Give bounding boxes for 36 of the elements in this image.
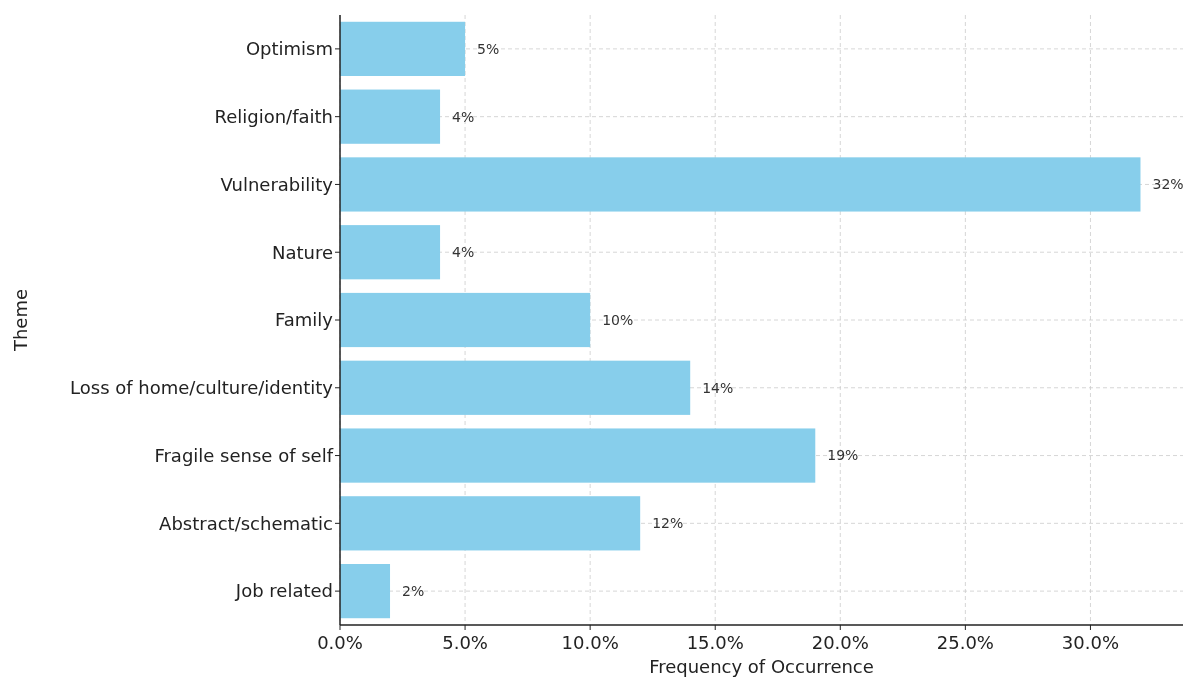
bar [340, 89, 441, 144]
data-label: 4% [452, 108, 475, 125]
x-tick-label: 20.0% [811, 632, 869, 653]
y-tick-label: Religion/faith [214, 105, 333, 127]
y-tick-label: Loss of home/culture/identity [70, 377, 334, 399]
y-tick-label: Abstract/schematic [159, 512, 333, 534]
y-tick-label: Fragile sense of self [154, 444, 334, 466]
x-tick-label: 5.0% [442, 632, 488, 653]
bar [340, 21, 466, 76]
bar [340, 428, 816, 483]
bar [340, 496, 641, 551]
bar [340, 564, 391, 619]
bar [340, 225, 441, 280]
bar [340, 292, 591, 348]
data-label: 2% [402, 583, 425, 600]
bar [340, 157, 1141, 212]
bar [340, 360, 691, 415]
data-label: 14% [702, 379, 734, 396]
data-label: 32% [1152, 176, 1184, 193]
data-label: 4% [452, 244, 475, 261]
data-label: 10% [602, 311, 634, 328]
y-tick-label: Vulnerability [220, 173, 334, 195]
y-tick-label: Job related [234, 580, 333, 602]
x-tick-label: 0.0% [317, 632, 363, 653]
x-tick-label: 10.0% [561, 632, 619, 653]
y-tick-label: Nature [271, 241, 333, 263]
x-tick-label: 25.0% [936, 632, 994, 653]
x-tick-label: 15.0% [686, 632, 744, 653]
x-tick-label: 30.0% [1061, 632, 1120, 653]
y-tick-label: Family [275, 309, 334, 331]
data-label: 19% [827, 447, 859, 464]
data-label: 12% [652, 515, 684, 532]
data-label: 5% [477, 40, 500, 57]
x-axis-title: Frequency of Occurrence [649, 656, 874, 677]
y-axis-title: Theme [10, 288, 31, 353]
y-tick-label: Optimism [245, 38, 333, 60]
